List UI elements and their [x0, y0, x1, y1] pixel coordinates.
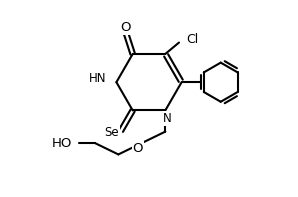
Text: Se: Se	[105, 126, 119, 139]
Text: N: N	[162, 112, 171, 125]
Text: HO: HO	[52, 137, 72, 150]
Text: O: O	[120, 21, 131, 34]
Text: HN: HN	[89, 72, 107, 85]
Text: Cl: Cl	[186, 33, 198, 46]
Text: O: O	[133, 142, 143, 155]
